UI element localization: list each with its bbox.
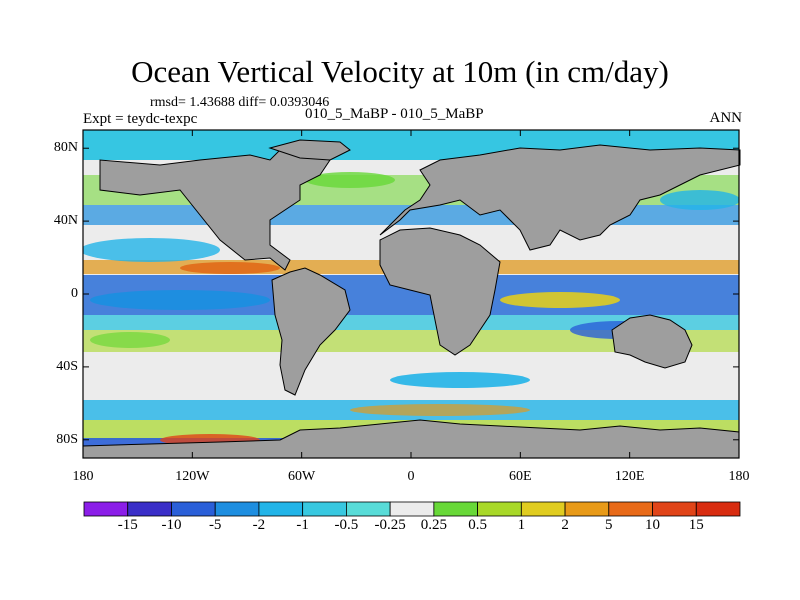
map-title: Ocean Vertical Velocity at 10m (in cm/da…	[131, 54, 669, 89]
colorbar-label: -1	[296, 517, 309, 533]
x-tick-label: 0	[407, 469, 415, 484]
colorbar	[83, 501, 741, 517]
colorbar-label: 15	[688, 517, 704, 533]
land-eurasia	[379, 144, 741, 251]
y-tick-label: 80S	[56, 431, 78, 447]
y-tick-label: 0	[71, 286, 78, 301]
land-masses	[82, 139, 741, 459]
colorbar-swatch	[345, 501, 391, 517]
colorbar-swatch	[477, 501, 522, 517]
land-greenland	[268, 139, 351, 161]
colorbar-swatch	[127, 501, 172, 517]
x-tick-label: 180	[728, 469, 750, 484]
land-south-america	[271, 267, 351, 396]
colorbar-swatch	[171, 501, 216, 517]
colorbar-label: -0.25	[374, 517, 406, 533]
colorbar-swatch	[652, 501, 697, 517]
colorbar-label: 1	[517, 517, 526, 533]
colorbar-label: -2	[252, 517, 266, 533]
y-tick-label: 80N	[53, 140, 78, 156]
land-australia	[611, 314, 693, 369]
colorbar-swatch	[608, 501, 653, 517]
land-north-america	[99, 149, 331, 271]
stats-text: rmsd= 1.43688 diff= 0.0393046	[150, 95, 330, 110]
x-tick-label: 120W	[175, 469, 210, 484]
colorbar-swatch	[302, 501, 347, 517]
case-label: 010_5_MaBP - 010_5_MaBP	[305, 106, 484, 122]
x-tick-label: 180	[72, 469, 94, 484]
y-tick-label: 40S	[56, 358, 78, 374]
x-tick-label: 60E	[509, 469, 532, 484]
colorbar-swatch	[389, 501, 435, 517]
colorbar-label: -0.5	[334, 517, 359, 533]
colorbar-label: -15	[117, 517, 138, 533]
colorbar-label: 0.25	[420, 517, 447, 533]
x-tick-label: 60W	[288, 469, 316, 484]
colorbar-label: 10	[645, 517, 661, 533]
season-label: ANN	[709, 110, 743, 126]
colorbar-label: -5	[208, 517, 222, 533]
colorbar-swatch	[564, 501, 610, 517]
colorbar-label: -10	[161, 517, 182, 533]
colorbar-swatch	[520, 501, 566, 517]
colorbar-swatch	[214, 501, 260, 517]
y-tick-label: 40N	[53, 213, 78, 229]
colorbar-label: 0.5	[468, 517, 487, 533]
colorbar-swatch	[695, 501, 741, 517]
tick-marks	[82, 130, 740, 458]
x-tick-label: 120E	[614, 469, 645, 484]
land-africa	[379, 227, 501, 356]
colorbar-swatch	[433, 501, 479, 517]
colorbar-swatch	[258, 501, 304, 517]
colorbar-label: 2	[561, 517, 569, 533]
experiment-label: Expt = teydc-texpc	[83, 111, 198, 127]
colorbar-label: 5	[605, 517, 613, 533]
colorbar-swatch	[83, 501, 129, 517]
